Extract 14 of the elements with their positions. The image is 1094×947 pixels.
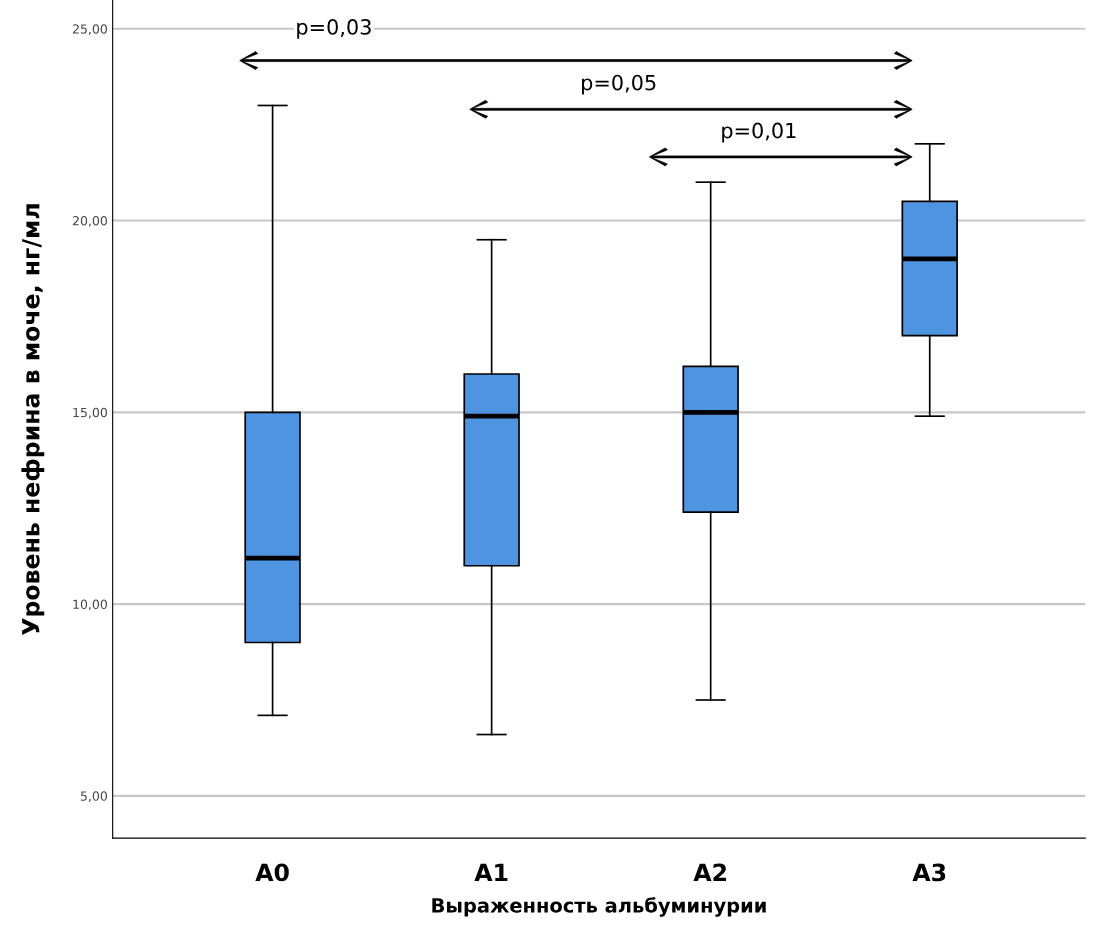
annotation: p=0,05 [582, 74, 656, 95]
annotation: p=0,03 [297, 19, 371, 39]
x-tick-label: A1 [474, 863, 508, 882]
x-tick-label: A3 [912, 863, 946, 882]
y-tick-label: 20,00 [72, 216, 107, 227]
y-axis-title: Уровень нефрина в моче, нг/мл [21, 204, 45, 636]
y-tick-label: 15,00 [73, 407, 107, 419]
x-axis-title: Выраженность альбуминурии [432, 897, 766, 917]
x-tick-label: A2 [693, 863, 726, 882]
x-tick-label: A0 [255, 863, 289, 882]
annotation: p=0,01 [722, 122, 796, 143]
y-tick-label: 5,00 [80, 791, 107, 803]
y-tick-label: 25,00 [72, 24, 107, 35]
y-tick-label: 10,00 [73, 599, 107, 611]
